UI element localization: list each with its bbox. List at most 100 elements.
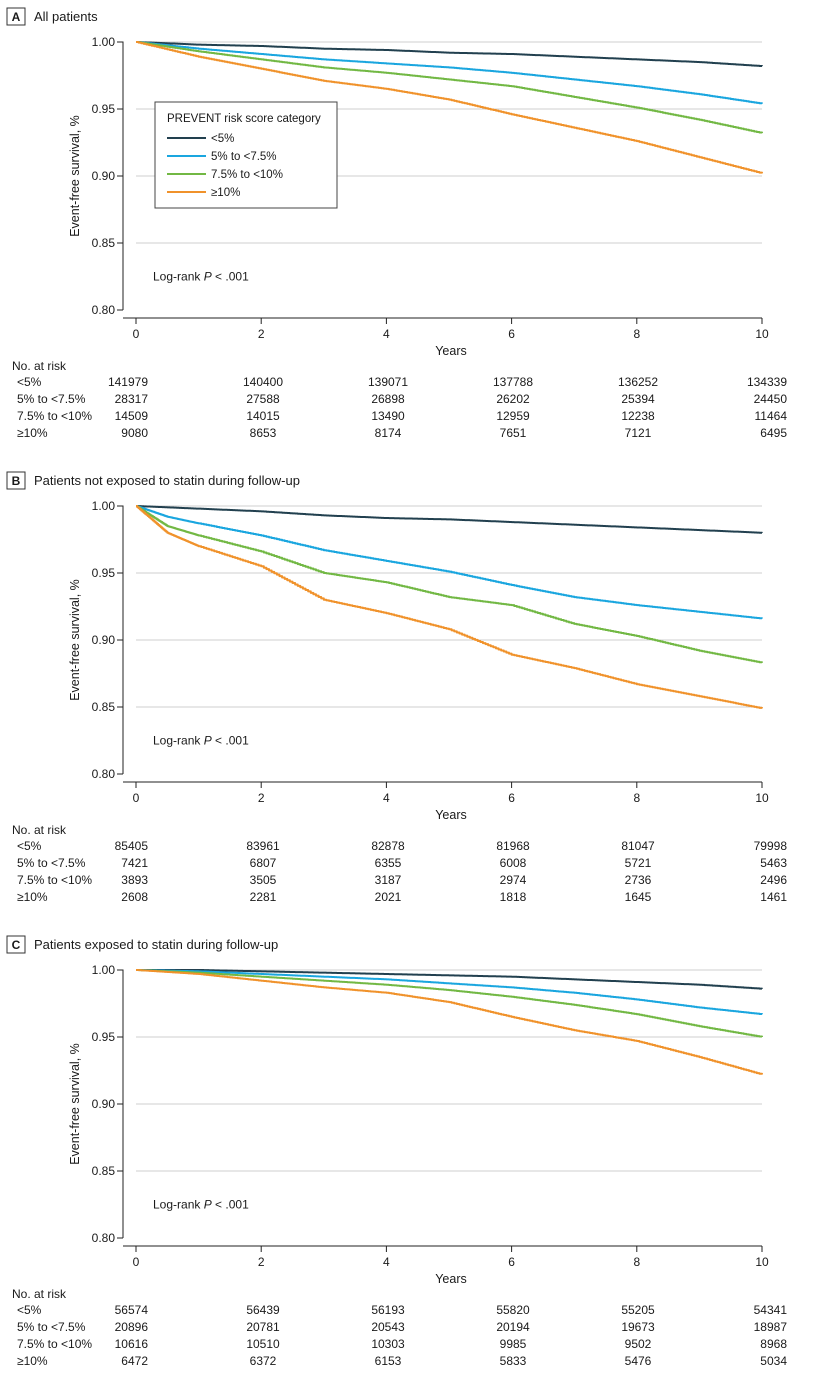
at-risk-value: 2974 bbox=[500, 873, 527, 887]
at-risk-table: No. at risk <5% 56574 56439 56193 55820 55205 5… bbox=[12, 1287, 787, 1368]
x-tick-label: 8 bbox=[633, 791, 640, 805]
at-risk-value: 6008 bbox=[500, 856, 527, 870]
at-risk-value: 2021 bbox=[375, 890, 402, 904]
series-line-3 bbox=[136, 505, 763, 664]
at-risk-value: 1461 bbox=[760, 890, 787, 904]
at-risk-value: 137788 bbox=[493, 375, 533, 389]
log-rank-annotation: Log-rank P < .001 bbox=[153, 734, 249, 748]
x-axis-label: Years bbox=[435, 808, 467, 822]
y-tick-label: 0.85 bbox=[92, 236, 116, 250]
panel-letter-box bbox=[6, 471, 26, 490]
y-tick-label: 0.90 bbox=[92, 633, 116, 647]
x-tick-label: 0 bbox=[133, 791, 140, 805]
at-risk-value: 56193 bbox=[371, 1303, 405, 1317]
at-risk-value: 56439 bbox=[246, 1303, 280, 1317]
x-tick-label: 8 bbox=[633, 1255, 640, 1269]
y-axis-label: Event-free survival, % bbox=[68, 115, 82, 237]
at-risk-value: 55205 bbox=[621, 1303, 655, 1317]
x-tick-label: 4 bbox=[383, 791, 390, 805]
at-risk-value: 5463 bbox=[760, 856, 787, 870]
at-risk-value: 1645 bbox=[625, 890, 652, 904]
at-risk-value: 82878 bbox=[371, 839, 405, 853]
y-tick-label: 1.00 bbox=[92, 963, 116, 977]
at-risk-value: 19673 bbox=[621, 1320, 655, 1334]
at-risk-value: 6472 bbox=[121, 1354, 148, 1368]
at-risk-value: 27588 bbox=[246, 392, 280, 406]
series-line-1 bbox=[136, 969, 763, 990]
at-risk-value: 10510 bbox=[246, 1337, 280, 1351]
x-tick-label: 2 bbox=[258, 327, 265, 341]
at-risk-value: 54341 bbox=[754, 1303, 788, 1317]
at-risk-row-label: ≥10% bbox=[17, 1354, 48, 1368]
x-tick-label: 0 bbox=[133, 1255, 140, 1269]
panel-letter-box bbox=[6, 7, 26, 26]
at-risk-value: 20781 bbox=[246, 1320, 280, 1334]
at-risk-value: 2608 bbox=[121, 890, 148, 904]
at-risk-value: 5721 bbox=[625, 856, 652, 870]
panel-letter: B bbox=[12, 474, 21, 488]
at-risk-row-label: ≥10% bbox=[17, 890, 48, 904]
y-tick-label: 0.95 bbox=[92, 566, 116, 580]
at-risk-row-label: 5% to <7.5% bbox=[17, 856, 86, 870]
y-tick-label: 0.85 bbox=[92, 1164, 116, 1178]
panel-title: Patients not exposed to statin during fo… bbox=[34, 473, 300, 488]
panel-C: C Patients exposed to statin during follo… bbox=[6, 935, 787, 1368]
legend: PREVENT risk score category <5% 5% to <7.5… bbox=[154, 101, 338, 209]
at-risk-value: 20543 bbox=[371, 1320, 405, 1334]
at-risk-value: 13490 bbox=[371, 409, 405, 423]
at-risk-value: 7421 bbox=[121, 856, 148, 870]
at-risk-value: 6372 bbox=[250, 1354, 277, 1368]
at-risk-row-label: 7.5% to <10% bbox=[17, 409, 92, 423]
at-risk-value: 140400 bbox=[243, 375, 283, 389]
x-tick-label: 10 bbox=[755, 1255, 769, 1269]
at-risk-value: 7651 bbox=[500, 426, 527, 440]
at-risk-title: No. at risk bbox=[12, 359, 67, 373]
x-tick-label: 6 bbox=[508, 791, 515, 805]
panel-letter: A bbox=[12, 10, 21, 24]
legend-title: PREVENT risk score category bbox=[167, 113, 321, 125]
at-risk-value: 81968 bbox=[496, 839, 530, 853]
at-risk-row-label: <5% bbox=[17, 1303, 42, 1317]
y-axis-label: Event-free survival, % bbox=[68, 1043, 82, 1165]
at-risk-value: 26202 bbox=[496, 392, 530, 406]
at-risk-value: 26898 bbox=[371, 392, 405, 406]
at-risk-value: 8174 bbox=[375, 426, 402, 440]
at-risk-value: 3505 bbox=[250, 873, 277, 887]
x-tick-label: 6 bbox=[508, 327, 515, 341]
panel-title: Patients exposed to statin during follow… bbox=[34, 937, 278, 952]
at-risk-value: 9080 bbox=[121, 426, 148, 440]
y-tick-label: 0.90 bbox=[92, 1097, 116, 1111]
at-risk-value: 85405 bbox=[115, 839, 149, 853]
at-risk-value: 12959 bbox=[496, 409, 530, 423]
at-risk-value: 79998 bbox=[754, 839, 788, 853]
at-risk-value: 10616 bbox=[115, 1337, 149, 1351]
at-risk-value: 11464 bbox=[755, 409, 788, 423]
at-risk-value: 3893 bbox=[121, 873, 148, 887]
x-tick-label: 10 bbox=[755, 327, 769, 341]
x-axis-label: Years bbox=[435, 344, 467, 358]
panel-letter: C bbox=[12, 938, 21, 952]
y-tick-label: 0.85 bbox=[92, 700, 116, 714]
at-risk-value: 136252 bbox=[618, 375, 658, 389]
at-risk-value: 83961 bbox=[246, 839, 280, 853]
legend-entry: ≥10% bbox=[211, 187, 240, 199]
series-line-2 bbox=[136, 41, 763, 105]
legend-entry: <5% bbox=[211, 133, 234, 145]
series-line-1 bbox=[136, 505, 763, 534]
at-risk-value: 25394 bbox=[621, 392, 655, 406]
at-risk-value: 81047 bbox=[621, 839, 655, 853]
at-risk-value: 6807 bbox=[250, 856, 277, 870]
at-risk-value: 2736 bbox=[625, 873, 652, 887]
at-risk-row-label: 7.5% to <10% bbox=[17, 873, 92, 887]
at-risk-value: 20194 bbox=[496, 1320, 530, 1334]
log-rank-annotation: Log-rank P < .001 bbox=[153, 1198, 249, 1212]
panel-A: A All patients 0.80 0.85 0.90 0.95 1.00 0 2 4 6 8 10… bbox=[6, 7, 788, 440]
at-risk-value: 14509 bbox=[115, 409, 149, 423]
series-line-3 bbox=[136, 969, 763, 1038]
series-line-2 bbox=[136, 505, 763, 620]
at-risk-value: 9985 bbox=[500, 1337, 527, 1351]
at-risk-value: 56574 bbox=[115, 1303, 149, 1317]
series-line-2 bbox=[136, 969, 763, 1015]
at-risk-value: 141979 bbox=[108, 375, 148, 389]
